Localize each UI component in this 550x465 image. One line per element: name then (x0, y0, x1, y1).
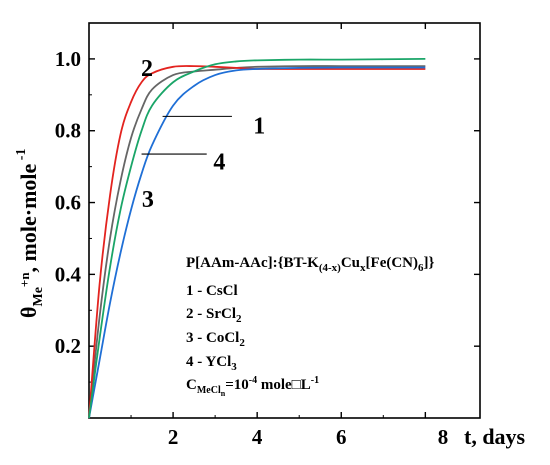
x-tick-label: 6 (336, 425, 347, 449)
legend: P[AAm-AAc]:{BT-K(4-x)Cux[Fe(CN)6]} 1 - C… (186, 255, 435, 398)
y-title-sub: Me (31, 287, 46, 306)
series-line-2 (88, 65, 426, 419)
curve-labels: 1 2 3 4 (141, 56, 265, 213)
y-tick-label: 0.8 (55, 119, 81, 143)
legend-note: CMeCln=10-4 mole□L-1 (186, 375, 319, 398)
y-title-main: , mole·mole (16, 163, 41, 272)
legend-title: P[AAm-AAc]:{BT-K(4-x)Cux[Fe(CN)6]} (186, 255, 435, 274)
y-tick-label: 0.2 (55, 334, 81, 358)
curve-label-3: 3 (142, 187, 154, 213)
x-axis-title: t, days (464, 424, 526, 449)
x-tick-label: 2 (168, 425, 179, 449)
series-line-3 (88, 66, 426, 419)
curve-label-1: 1 (253, 113, 265, 139)
plot-frame (88, 22, 481, 419)
x-axis-ticks: 2 4 6 (130, 23, 427, 449)
legend-entry-2: 2 - SrCl2 (186, 306, 242, 325)
y-tick-label: 1.0 (55, 47, 81, 71)
curve-label-4: 4 (213, 149, 225, 175)
y-axis-ticks: 0.2 0.4 0.6 0.8 1.0 (55, 22, 480, 383)
legend-entry-4: 4 - YCl3 (186, 354, 237, 373)
x-end-tick-label: 8 (438, 425, 449, 449)
legend-entry-1: 1 - CsCl (186, 283, 238, 299)
y-title-sup: +n (17, 272, 32, 287)
x-tick-label: 4 (252, 425, 263, 449)
y-axis-title: θMe+n, mole·mole -1 (14, 149, 46, 318)
y-title-exp: -1 (14, 149, 29, 164)
plot-border (88, 22, 481, 419)
y-title-theta: θ (16, 307, 41, 318)
series-curves (88, 58, 426, 419)
y-tick-label: 0.6 (55, 191, 81, 215)
legend-entry-3: 3 - CoCl2 (186, 330, 245, 349)
y-tick-label: 0.4 (55, 262, 82, 286)
series-line-1 (88, 65, 426, 419)
curve-label-2: 2 (141, 56, 153, 82)
series-line-4 (88, 58, 426, 419)
